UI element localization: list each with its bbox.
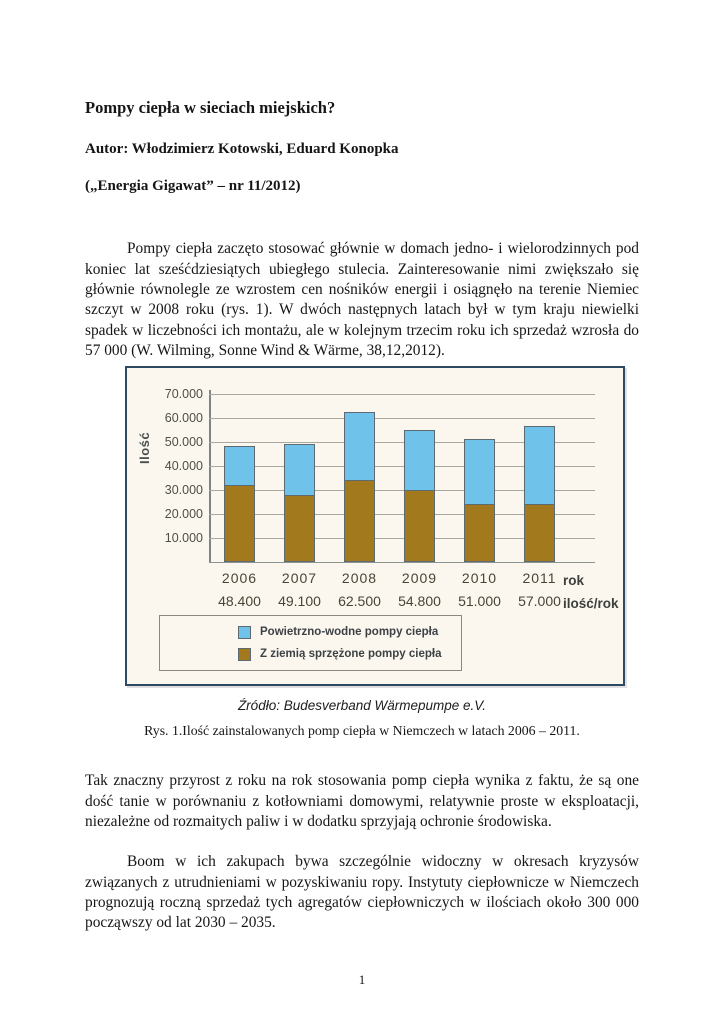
bar-2010	[464, 439, 495, 562]
y-tick-label: 40.000	[164, 459, 203, 473]
legend-swatch-blue	[238, 625, 251, 639]
y-tick-label: 50.000	[164, 435, 203, 449]
x-axis-unit-ilosc-rok: ilość/rok	[563, 595, 619, 611]
legend-swatch-brown	[238, 647, 251, 661]
gridline-70000	[209, 394, 595, 395]
figure-caption: Rys. 1.Ilość zainstalowanych pomp ciepła…	[144, 722, 580, 738]
x-label-2008: 2008 62.500	[338, 570, 381, 609]
gridline-10000	[209, 538, 595, 539]
bar-segment-air-water	[464, 439, 495, 504]
x-axis-labels: 2006 48.400 2007 49.100 2008 62.500 2009 54.800…	[127, 368, 627, 688]
author-line: Autor: Włodzimierz Kotowski, Eduard Kono…	[85, 141, 399, 157]
bar-segment-ground-coupled	[224, 485, 255, 562]
x-label-2009: 2009 54.800	[398, 570, 441, 609]
x-axis-line	[209, 562, 595, 563]
gridline-60000	[209, 418, 595, 419]
x-label-2007: 2007 49.100	[278, 570, 321, 609]
x-axis-unit-labels: rok ilość/rok	[563, 570, 619, 615]
bar-2011	[524, 426, 555, 562]
figure-1: Ilość 70.000 60.000 50.000 40.000 30.000 20.0…	[125, 366, 625, 686]
bar-segment-ground-coupled	[404, 490, 435, 562]
y-axis-line	[209, 390, 211, 562]
gridline-20000	[209, 514, 595, 515]
bar-segment-ground-coupled	[344, 480, 375, 562]
bar-2008	[344, 412, 375, 562]
y-tick-label: 30.000	[164, 483, 203, 497]
x-label-2011: 2011 57.000	[518, 570, 561, 609]
y-tick-label: 70.000	[164, 387, 203, 401]
bar-2009	[404, 430, 435, 562]
bar-chart-plot	[209, 390, 595, 563]
bar-segment-air-water	[404, 430, 435, 490]
figure-source: Źródło: Budesverband Wärmepumpe e.V.	[237, 697, 487, 713]
bar-segment-air-water	[224, 446, 255, 485]
legend-label-air-water: Powietrzno-wodne pompy ciepła	[260, 626, 439, 638]
gridline-50000	[209, 442, 595, 443]
x-label-2010: 2010 51.000	[458, 570, 501, 609]
bar-segment-air-water	[524, 426, 555, 504]
article-title: Pompy ciepła w sieciach miejskich?	[85, 98, 336, 118]
bar-segment-air-water	[284, 444, 315, 495]
chart-legend: Powietrzno-wodne pompy ciepła Z ziemią s…	[159, 615, 462, 671]
y-tick-label: 20.000	[164, 507, 203, 521]
y-tick-label: 60.000	[164, 411, 203, 425]
journal-line: („Energia Gigawat” – nr 11/2012)	[85, 178, 301, 194]
bar-2007	[284, 444, 315, 562]
page-number: 1	[358, 972, 366, 987]
bar-segment-air-water	[344, 412, 375, 480]
y-tick-label: 10.000	[164, 531, 203, 545]
body-paragraph-3: Boom w ich zakupach bywa szczególnie wid…	[85, 853, 639, 932]
gridline-30000	[209, 490, 595, 491]
x-axis-unit-rok: rok	[563, 573, 585, 588]
legend-label-ground-coupled: Z ziemią sprzężone pompy ciepła	[260, 648, 442, 660]
body-paragraph-2: Tak znaczny przyrost z roku na rok stoso…	[85, 772, 639, 830]
gridline-40000	[209, 466, 595, 467]
legend-item-air-water: Powietrzno-wodne pompy ciepła	[238, 625, 439, 639]
body-paragraph-1: Pompy ciepła zaczęto stosować głównie w …	[85, 240, 639, 359]
bar-segment-ground-coupled	[284, 495, 315, 562]
y-axis-ticks: 70.000 60.000 50.000 40.000 30.000 20.000 10.0…	[127, 368, 203, 688]
bar-segment-ground-coupled	[524, 504, 555, 562]
bar-segment-ground-coupled	[464, 504, 495, 562]
bar-2006	[224, 446, 255, 562]
x-label-2006: 2006 48.400	[218, 570, 261, 609]
legend-item-ground-coupled: Z ziemią sprzężone pompy ciepła	[238, 647, 442, 661]
